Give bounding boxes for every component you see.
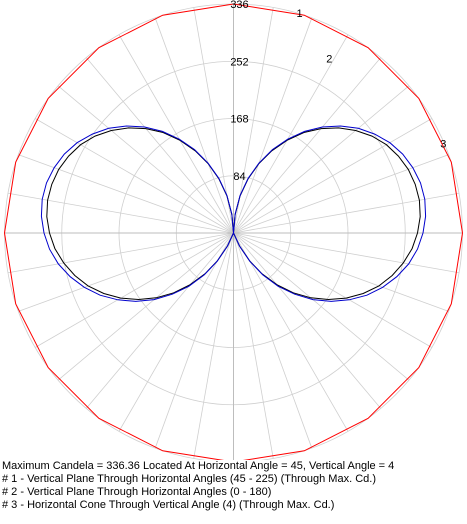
curve-2 (40, 125, 427, 302)
curve-label-1: 1 (297, 8, 303, 20)
candela-curves (3, 3, 464, 460)
radial-tick-label-168: 168 (230, 114, 248, 126)
max-candela-summary: Maximum Candela = 336.36 Located At Hori… (2, 460, 395, 472)
legend-entry-2: # 2 - Vertical Plane Through Horizontal … (2, 486, 272, 498)
curve-label-2: 2 (326, 53, 332, 65)
polar-candela-plot: 84 168 252 336 1 2 3 (3, 0, 464, 460)
plot-labels: 84 168 252 336 1 2 3 (230, 0, 446, 183)
curve-label-3: 3 (440, 139, 446, 151)
radial-tick-label-252: 252 (230, 56, 248, 68)
chart-legend: Maximum Candela = 336.36 Located At Hori… (2, 460, 467, 512)
legend-entry-1: # 1 - Vertical Plane Through Horizontal … (2, 473, 376, 485)
legend-entry-3: # 3 - Horizontal Cone Through Vertical A… (2, 499, 335, 511)
curve-3 (3, 3, 464, 460)
radial-tick-label-336: 336 (230, 0, 248, 11)
radial-tick-label-84: 84 (233, 171, 245, 183)
